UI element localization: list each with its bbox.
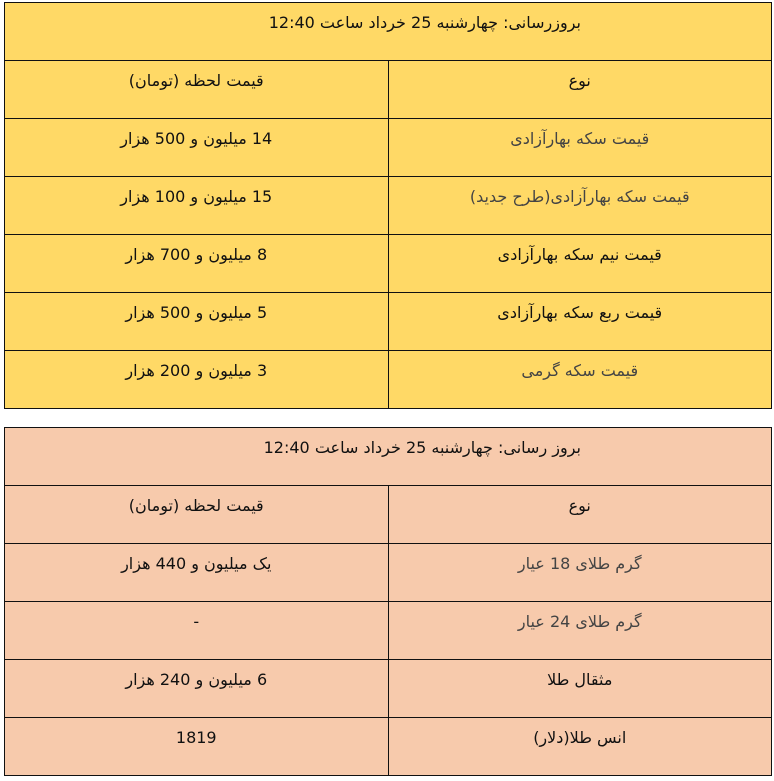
table-row: قیمت سکه گرمی 3 میلیون و 200 هزار <box>4 350 772 409</box>
table-row: انس طلا(دلار) 1819 <box>4 717 772 776</box>
header-price: قیمت لحظه (تومان) <box>4 60 389 119</box>
item-name: گرم طلای 18 عیار <box>387 543 772 602</box>
header-price: قیمت لحظه (تومان) <box>4 485 389 544</box>
item-name: قیمت ربع سکه بهارآزادی <box>387 292 772 351</box>
gold-price-table: بروز رسانی: چهارشنبه 25 خرداد ساعت 12:40… <box>4 427 772 776</box>
coin-price-table: بروزرسانی: چهارشنبه 25 خرداد ساعت 12:40 … <box>4 2 772 409</box>
item-name: انس طلا(دلار) <box>387 717 772 776</box>
item-name: مثقال طلا <box>387 659 772 718</box>
item-price: 14 میلیون و 500 هزار <box>4 118 389 177</box>
item-price: 6 میلیون و 240 هزار <box>4 659 389 718</box>
item-price: 15 میلیون و 100 هزار <box>4 176 389 235</box>
item-price: 8 میلیون و 700 هزار <box>4 234 389 293</box>
item-price: 3 میلیون و 200 هزار <box>4 350 389 409</box>
item-name: گرم طلای 24 عیار <box>387 601 772 660</box>
item-name: قیمت سکه بهارآزادی <box>387 118 772 177</box>
table-row: قیمت سکه بهارآزادی 14 میلیون و 500 هزار <box>4 118 772 177</box>
update-time: بروز رسانی: چهارشنبه 25 خرداد ساعت 12:40 <box>4 427 772 486</box>
table-row: مثقال طلا 6 میلیون و 240 هزار <box>4 659 772 718</box>
table-row: قیمت سکه بهارآزادی(طرح جدید) 15 میلیون و … <box>4 176 772 235</box>
table-row: قیمت نیم سکه بهارآزادی 8 میلیون و 700 هزا… <box>4 234 772 293</box>
item-price: یک میلیون و 440 هزار <box>4 543 389 602</box>
item-name: قیمت نیم سکه بهارآزادی <box>387 234 772 293</box>
header-type: نوع <box>387 485 772 544</box>
header-type: نوع <box>387 60 772 119</box>
item-price: 1819 <box>4 717 389 776</box>
update-time: بروزرسانی: چهارشنبه 25 خرداد ساعت 12:40 <box>4 2 772 61</box>
item-price: - <box>4 601 389 660</box>
table-row: گرم طلای 18 عیار یک میلیون و 440 هزار <box>4 543 772 602</box>
table-row: قیمت ربع سکه بهارآزادی 5 میلیون و 500 هزا… <box>4 292 772 351</box>
item-name: قیمت سکه گرمی <box>387 350 772 409</box>
item-price: 5 میلیون و 500 هزار <box>4 292 389 351</box>
item-name: قیمت سکه بهارآزادی(طرح جدید) <box>387 176 772 235</box>
table-row: گرم طلای 24 عیار - <box>4 601 772 660</box>
